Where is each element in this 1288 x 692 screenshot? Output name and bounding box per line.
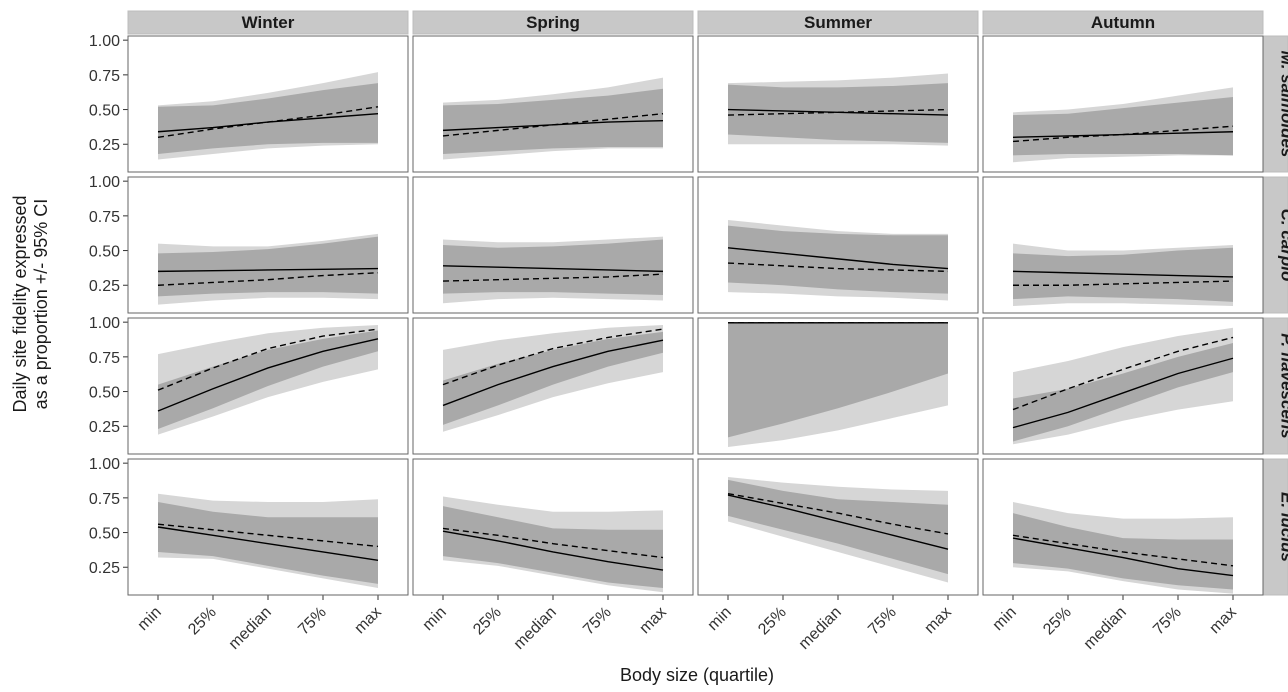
panel-e-lucius-summer [698, 459, 978, 595]
panel-p-flavescens-autumn [983, 318, 1263, 454]
y-axis-title-line1: Daily site fidelity expressed [10, 195, 30, 412]
x-tick-label: max [351, 604, 384, 637]
panel-c-carpio-winter [128, 177, 408, 313]
x-tick-label: max [921, 604, 954, 637]
panel-e-lucius-winter [128, 459, 408, 595]
panel-p-flavescens-summer [698, 318, 978, 454]
x-tick-label: 25% [185, 604, 220, 639]
y-tick-label: 1.00 [89, 315, 120, 332]
strip-label-e-lucius: E. lucius [1278, 492, 1288, 562]
x-tick-label: max [636, 604, 669, 637]
panel-e-lucius-spring [413, 459, 693, 595]
y-tick-label: 0.50 [89, 385, 120, 402]
x-tick-label: 25% [1040, 604, 1075, 639]
x-tick-label: min [705, 604, 735, 634]
y-tick-label: 0.25 [89, 137, 120, 154]
strip-label-m-salmoides: M. salmoides [1278, 51, 1288, 158]
x-tick-label: max [1206, 604, 1239, 637]
x-tick-label: 25% [470, 604, 505, 639]
y-tick-label: 0.25 [89, 278, 120, 295]
panel-c-carpio-summer [698, 177, 978, 313]
panel-c-carpio-autumn [983, 177, 1263, 313]
panel-p-flavescens-winter [128, 318, 408, 454]
x-tick-label: median [511, 604, 560, 653]
x-axis-title: Body size (quartile) [620, 665, 774, 685]
x-tick-label: 25% [755, 604, 790, 639]
y-tick-label: 0.75 [89, 209, 120, 226]
y-tick-label: 0.75 [89, 350, 120, 367]
panel-grid: Winter Spring Summer Autumn M. salmoides C. c… [89, 11, 1288, 653]
y-tick-label: 0.25 [89, 419, 120, 436]
y-tick-label: 1.00 [89, 456, 120, 473]
x-tick-label: 75% [295, 604, 330, 639]
panel-p-flavescens-spring [413, 318, 693, 454]
y-tick-label: 0.75 [89, 491, 120, 508]
strip-label-spring: Spring [526, 13, 580, 32]
x-tick-label: 75% [580, 604, 615, 639]
x-tick-label: median [1081, 604, 1130, 653]
panel-m-salmoides-spring [413, 36, 693, 172]
strip-label-p-flavescens: P. flavescens [1278, 333, 1288, 439]
y-tick-label: 0.50 [89, 244, 120, 261]
y-tick-label: 0.50 [89, 526, 120, 543]
panel-m-salmoides-autumn [983, 36, 1263, 172]
strip-label-autumn: Autumn [1091, 13, 1155, 32]
y-tick-label: 0.25 [89, 560, 120, 577]
x-tick-label: 75% [1150, 604, 1185, 639]
y-axis-title-line2: as a proportion +/- 95% CI [31, 199, 51, 410]
strip-label-winter: Winter [242, 13, 295, 32]
panel-m-salmoides-summer [698, 36, 978, 172]
y-tick-label: 0.50 [89, 103, 120, 120]
strip-label-c-carpio: C. carpio [1278, 209, 1288, 282]
panel-c-carpio-spring [413, 177, 693, 313]
y-tick-label: 1.00 [89, 174, 120, 191]
x-tick-label: min [990, 604, 1020, 634]
panel-m-salmoides-winter [128, 36, 408, 172]
panel-e-lucius-autumn [983, 459, 1263, 595]
y-tick-label: 0.75 [89, 68, 120, 85]
x-tick-label: min [135, 604, 165, 634]
x-tick-label: median [226, 604, 275, 653]
x-tick-label: min [420, 604, 450, 634]
x-tick-label: median [796, 604, 845, 653]
strip-label-summer: Summer [804, 13, 872, 32]
x-tick-label: 75% [865, 604, 900, 639]
y-tick-label: 1.00 [89, 33, 120, 50]
